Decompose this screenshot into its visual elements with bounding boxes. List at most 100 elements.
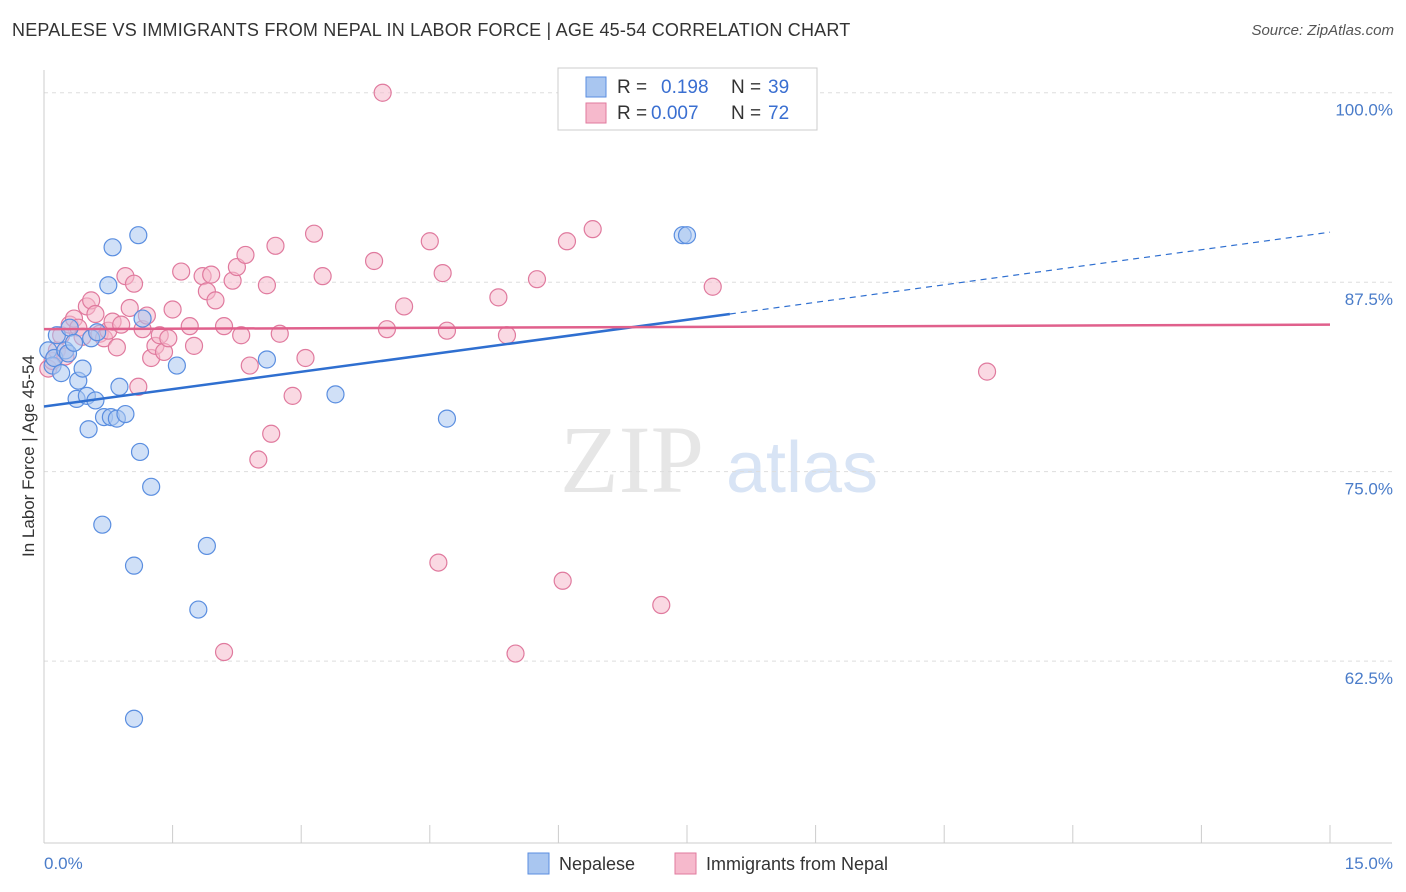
- immigrants-point-53: [364, 251, 384, 271]
- nepalese-point-16: [88, 323, 107, 342]
- immigrants-point-21: [129, 377, 148, 396]
- legend-n-value-1: 39: [768, 77, 789, 98]
- trend-line-nepalese: [43, 312, 731, 408]
- nepalese-point-11: [73, 359, 92, 378]
- nepalese-point-25: [124, 556, 144, 575]
- x-tick-label-1: 15.0%: [1345, 854, 1393, 873]
- nepalese-point-17: [93, 515, 112, 534]
- legend-swatch-immigrants: [585, 102, 607, 124]
- immigrants-point-54: [373, 83, 392, 102]
- nepalese-point-26: [129, 226, 148, 245]
- immigrants-point-16: [107, 338, 126, 357]
- immigrants-point-17: [112, 315, 131, 334]
- legend-swatch-nepalese: [585, 76, 607, 98]
- nepalese-point-21: [103, 238, 122, 257]
- immigrants-point-28: [159, 329, 178, 348]
- nepalese-point-4: [52, 364, 71, 383]
- nepalese-point-13: [79, 420, 98, 439]
- series-nepalese-points: [39, 226, 697, 728]
- nepalese-point-38: [677, 226, 697, 245]
- bottom-legend-label-nepalese: Nepalese: [559, 854, 635, 874]
- legend-n-label-2: N =: [731, 103, 761, 124]
- axes: [43, 70, 1392, 844]
- nepalese-point-24: [116, 404, 135, 424]
- y-tick-label-2: 75.0%: [1345, 480, 1393, 499]
- immigrants-point-65: [553, 571, 572, 590]
- immigrants-point-41: [236, 245, 255, 265]
- immigrants-point-66: [557, 232, 577, 251]
- nepalese-point-30: [124, 709, 144, 728]
- watermark-zip: ZIP: [560, 406, 704, 513]
- immigrants-point-35: [202, 265, 221, 284]
- trend-line-nepalese-extension: [729, 231, 1331, 315]
- tick-labels: 100.0% 87.5% 75.0% 62.5% 0.0% 15.0%: [44, 101, 1393, 873]
- immigrants-point-36: [206, 291, 225, 310]
- grid-lines: [44, 92, 1392, 662]
- chart-source: Source: ZipAtlas.com: [1251, 22, 1394, 39]
- y-tick-label-3: 62.5%: [1345, 669, 1393, 688]
- immigrants-point-57: [420, 232, 439, 251]
- nepalese-point-27: [130, 442, 150, 462]
- immigrants-point-50: [304, 224, 324, 243]
- immigrants-point-19: [120, 298, 139, 318]
- legend-r-label-1: R =: [617, 77, 647, 98]
- immigrants-point-60: [437, 321, 457, 340]
- x-tick-label-0: 0.0%: [44, 854, 83, 873]
- immigrants-point-30: [172, 262, 191, 281]
- bottom-legend-label-immigrants: Immigrants from Nepal: [706, 854, 888, 874]
- nepalese-point-7: [60, 318, 79, 337]
- y-axis-label: In Labor Force | Age 45-54: [19, 355, 38, 557]
- nepalese-point-32: [189, 600, 208, 619]
- immigrants-point-52: [214, 642, 234, 662]
- series-immigrants-points: [39, 83, 997, 663]
- nepalese-point-33: [197, 536, 216, 556]
- immigrants-point-48: [283, 386, 302, 405]
- bottom-legend: Nepalese Immigrants from Nepal: [527, 852, 888, 875]
- nepalese-point-35: [326, 385, 345, 404]
- immigrants-point-49: [296, 348, 315, 368]
- bottom-legend-swatch-immigrants: [674, 852, 697, 875]
- immigrants-point-70: [703, 277, 722, 296]
- immigrants-point-43: [249, 450, 268, 469]
- legend-r-value-1: 0.198: [661, 77, 709, 98]
- legend-n-value-2: 72: [768, 103, 789, 124]
- immigrants-point-40: [232, 326, 251, 345]
- immigrants-point-11: [86, 304, 105, 324]
- immigrants-point-20: [124, 274, 144, 293]
- nepalese-point-31: [167, 356, 186, 375]
- nepalese-point-19: [99, 276, 118, 295]
- immigrants-point-42: [240, 356, 259, 375]
- nepalese-point-34: [257, 350, 277, 369]
- immigrants-point-69: [652, 595, 671, 615]
- immigrants-point-67: [583, 220, 602, 239]
- legend-n-label-1: N =: [731, 77, 761, 98]
- nepalese-point-29: [142, 477, 161, 496]
- y-tick-label-1: 87.5%: [1345, 290, 1393, 309]
- legend-r-value-2: 0.007: [651, 103, 699, 124]
- immigrants-point-32: [184, 336, 204, 355]
- immigrants-point-46: [266, 236, 285, 255]
- immigrants-point-64: [527, 270, 547, 289]
- trend-lines: [43, 231, 1331, 408]
- immigrants-point-31: [180, 317, 199, 336]
- immigrants-point-62: [497, 326, 517, 345]
- watermark-atlas: atlas: [726, 428, 878, 508]
- trend-line-immigrants: [43, 323, 1331, 331]
- bottom-legend-swatch-nepalese: [527, 852, 550, 875]
- nepalese-point-23: [110, 377, 129, 396]
- immigrants-point-63: [506, 644, 525, 663]
- immigrants-point-29: [163, 300, 182, 319]
- immigrants-point-71: [977, 362, 997, 381]
- nepalese-point-28: [133, 309, 152, 328]
- immigrants-point-45: [262, 424, 281, 443]
- immigrants-point-44: [257, 276, 277, 295]
- chart-title: NEPALESE VS IMMIGRANTS FROM NEPAL IN LAB…: [12, 20, 851, 40]
- nepalese-point-8: [64, 333, 84, 352]
- y-tick-label-0: 100.0%: [1335, 101, 1393, 120]
- immigrants-point-59: [433, 264, 452, 283]
- nepalese-point-36: [437, 409, 457, 428]
- immigrants-point-56: [394, 297, 414, 316]
- top-legend: R = 0.198 N = 39 R = 0.007 N = 72: [557, 67, 818, 131]
- immigrants-point-51: [313, 267, 332, 286]
